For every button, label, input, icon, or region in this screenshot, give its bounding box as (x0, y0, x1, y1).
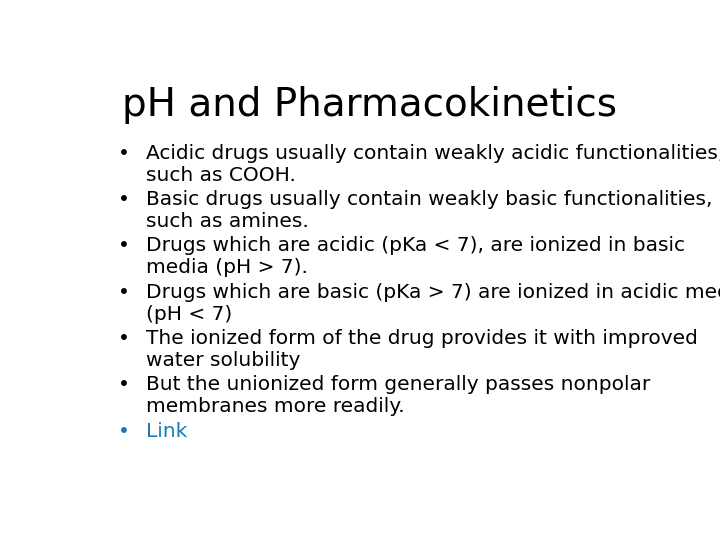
Text: Drugs which are acidic (pKa < 7), are ionized in basic
media (pH > 7).: Drugs which are acidic (pKa < 7), are io… (145, 237, 685, 278)
Text: But the unionized form generally passes nonpolar
membranes more readily.: But the unionized form generally passes … (145, 375, 650, 416)
Text: Link: Link (145, 422, 187, 441)
Text: Basic drugs usually contain weakly basic functionalities,
such as amines.: Basic drugs usually contain weakly basic… (145, 190, 712, 231)
Text: •: • (118, 329, 130, 348)
Text: •: • (118, 422, 130, 441)
Text: •: • (118, 237, 130, 255)
Text: Drugs which are basic (pKa > 7) are ionized in acidic media
(pH < 7): Drugs which are basic (pKa > 7) are ioni… (145, 283, 720, 324)
Text: •: • (118, 375, 130, 394)
Text: Acidic drugs usually contain weakly acidic functionalities,
such as COOH.: Acidic drugs usually contain weakly acid… (145, 144, 720, 185)
Text: •: • (118, 144, 130, 163)
Text: pH and Pharmacokinetics: pH and Pharmacokinetics (122, 85, 616, 124)
Text: •: • (118, 283, 130, 302)
Text: The ionized form of the drug provides it with improved
water solubility: The ionized form of the drug provides it… (145, 329, 698, 370)
Text: •: • (118, 190, 130, 209)
